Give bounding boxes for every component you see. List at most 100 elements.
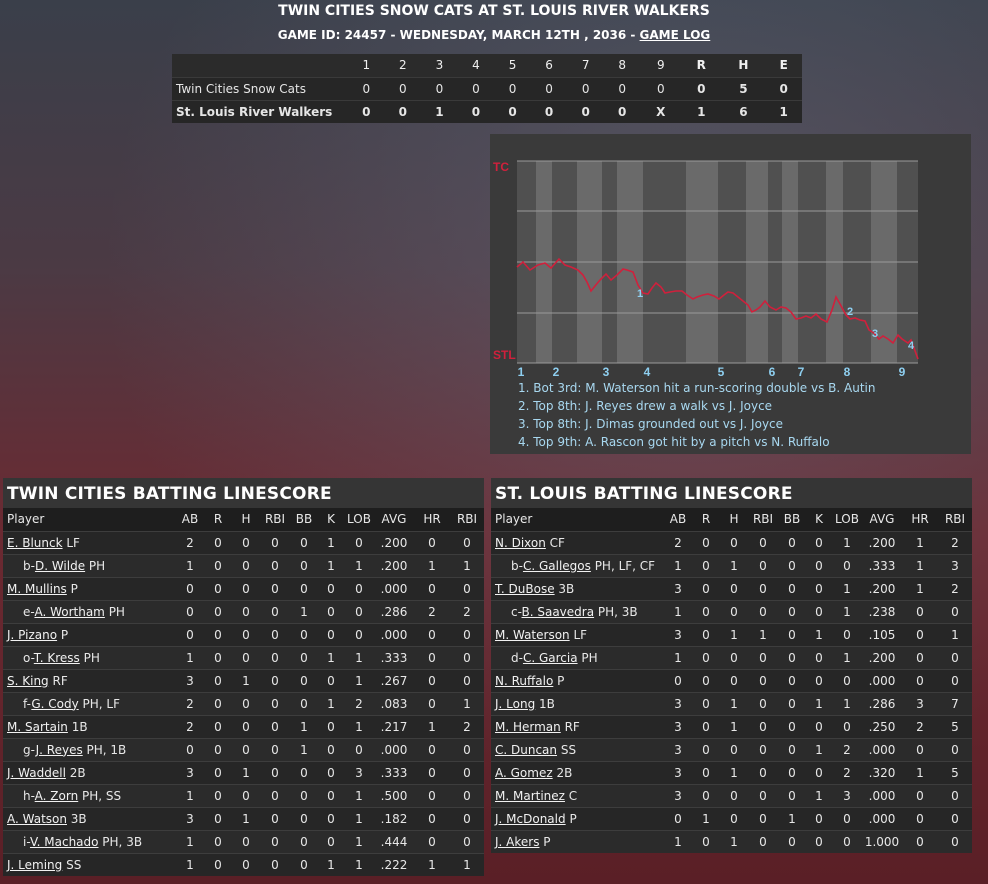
stat-cell: 0: [232, 553, 260, 577]
stat-cell: 3: [176, 668, 204, 692]
stat-cell: 0: [748, 829, 778, 853]
stat-cell: 0: [902, 737, 938, 761]
table-row: J. Akers P 1 0 1 0 0 0 0 1.000 0 0: [491, 829, 972, 853]
player-entry: C. Duncan SS: [495, 743, 576, 757]
team-total: 1: [779, 104, 788, 119]
inning-score: 0: [581, 104, 590, 119]
inning-header: 2: [399, 58, 407, 73]
stat-cell: 0: [344, 737, 374, 761]
stat-cell: 1: [414, 714, 450, 738]
player-link[interactable]: G. Cody: [31, 696, 79, 711]
table-row: C. Duncan SS 3 0 0 0 0 1 2.000 0 0: [491, 737, 972, 761]
stat-cell: 0: [232, 599, 260, 623]
stat-cell: 0: [260, 829, 290, 853]
player-link[interactable]: J. Waddell: [7, 765, 66, 780]
player-cell: T. DuBose 3B: [491, 576, 664, 600]
stat-cell: 3: [344, 760, 374, 784]
stat-cell: .500: [374, 783, 414, 807]
player-link[interactable]: E. Blunck: [7, 535, 63, 550]
player-link[interactable]: M. Herman: [495, 719, 561, 734]
stat-cell: 0: [290, 530, 318, 554]
player-link[interactable]: J. McDonald: [495, 811, 566, 826]
stat-cell: .217: [374, 714, 414, 738]
player-link[interactable]: S. King: [7, 673, 49, 688]
player-link[interactable]: J. Akers: [495, 834, 540, 849]
stat-cell: 1: [414, 852, 450, 876]
player-link[interactable]: J. Leming: [7, 857, 63, 872]
stat-cell: 0: [778, 553, 806, 577]
stat-cell: 3: [176, 760, 204, 784]
player-link[interactable]: M. Sartain: [7, 719, 68, 734]
stat-cell: 0: [692, 737, 720, 761]
stat-cell: 0: [232, 829, 260, 853]
away-col-lob: LOB: [347, 512, 371, 527]
inning-label: 7: [798, 365, 805, 379]
player-link[interactable]: C. Gallegos: [522, 558, 591, 573]
stat-cell: .083: [374, 691, 414, 715]
player-cell: N. Ruffalo P: [491, 668, 664, 692]
play-marker: 2: [847, 306, 853, 318]
table-row: f-G. Cody PH, LF 2 0 0 0 0 1 2.083 0 1: [3, 691, 484, 715]
stat-cell: 0: [290, 553, 318, 577]
player-link[interactable]: J. Long: [495, 696, 536, 711]
player-link[interactable]: A. Wortham: [34, 604, 105, 619]
player-link[interactable]: T. Kress: [33, 650, 80, 665]
player-link[interactable]: M. Mullins: [7, 581, 67, 596]
player-link[interactable]: M. Waterson: [495, 627, 570, 642]
stat-cell: 0: [260, 714, 290, 738]
stat-cell: 0: [232, 645, 260, 669]
stat-cell: 1: [832, 645, 862, 669]
stat-cell: 0: [832, 714, 862, 738]
inning-label: 2: [553, 365, 560, 379]
player-cell: b-D. Wilde PH: [3, 553, 176, 577]
player-cell: b-C. Gallegos PH, LF, CF: [491, 553, 664, 577]
player-link[interactable]: V. Machado: [29, 834, 99, 849]
player-link[interactable]: C. Duncan: [495, 742, 558, 757]
player-link[interactable]: N. Dixon: [495, 535, 546, 550]
player-link[interactable]: M. Martinez: [495, 788, 565, 803]
stat-cell: 2: [176, 530, 204, 554]
stat-cell: 0: [344, 622, 374, 646]
player-link[interactable]: C. Garcia: [522, 650, 578, 665]
player-link[interactable]: T. DuBose: [495, 581, 555, 596]
player-link[interactable]: J. Reyes: [35, 742, 83, 757]
stat-cell: 0: [806, 806, 832, 830]
stat-cell: .000: [374, 622, 414, 646]
team-total: 0: [779, 81, 788, 96]
stat-cell: .000: [374, 576, 414, 600]
table-row: M. Mullins P 0 0 0 0 0 0 0.000 0 0: [3, 576, 484, 600]
player-link[interactable]: A. Zorn: [34, 788, 79, 803]
stat-cell: 1: [902, 553, 938, 577]
play-marker: 1: [637, 288, 643, 300]
player-entry: h-A. Zorn PH, SS: [7, 789, 121, 803]
stat-cell: 0: [832, 622, 862, 646]
player-cell: o-T. Kress PH: [3, 645, 176, 669]
away-col-bb: BB: [295, 512, 313, 527]
player-link[interactable]: B. Saavedra: [521, 604, 595, 619]
top-team-label: TC: [493, 160, 509, 174]
stat-cell: 0: [232, 714, 260, 738]
player-link[interactable]: J. Pizano: [7, 627, 58, 642]
stat-cell: 0: [318, 622, 344, 646]
table-row: M. Sartain 1B 2 0 0 0 1 0 1.217 1 2: [3, 714, 484, 738]
stat-cell: 0: [692, 530, 720, 554]
player-position: PH, 3B: [98, 834, 143, 849]
away-col-r: R: [213, 512, 223, 527]
player-entry: M. Sartain 1B: [7, 720, 88, 734]
stat-cell: 1: [832, 530, 862, 554]
stat-cell: 1: [290, 714, 318, 738]
stat-cell: 3: [938, 553, 972, 577]
stat-cell: 2: [450, 599, 484, 623]
game-log-link[interactable]: GAME LOG: [639, 28, 711, 42]
stat-cell: 0: [344, 576, 374, 600]
table-row: b-C. Gallegos PH, LF, CF 1 0 1 0 0 0 0.333 1 3: [491, 553, 972, 577]
stat-cell: 0: [204, 668, 232, 692]
player-link[interactable]: A. Gomez: [495, 765, 553, 780]
player-link[interactable]: D. Wilde: [34, 558, 86, 573]
away-col-avg: AVG: [381, 512, 407, 527]
player-link[interactable]: N. Ruffalo: [495, 673, 554, 688]
stat-cell: 0: [204, 622, 232, 646]
stat-cell: 0: [832, 829, 862, 853]
player-link[interactable]: A. Watson: [7, 811, 67, 826]
game-subtitle: GAME ID: 24457 - WEDNESDAY, MARCH 12TH ,…: [0, 27, 988, 43]
